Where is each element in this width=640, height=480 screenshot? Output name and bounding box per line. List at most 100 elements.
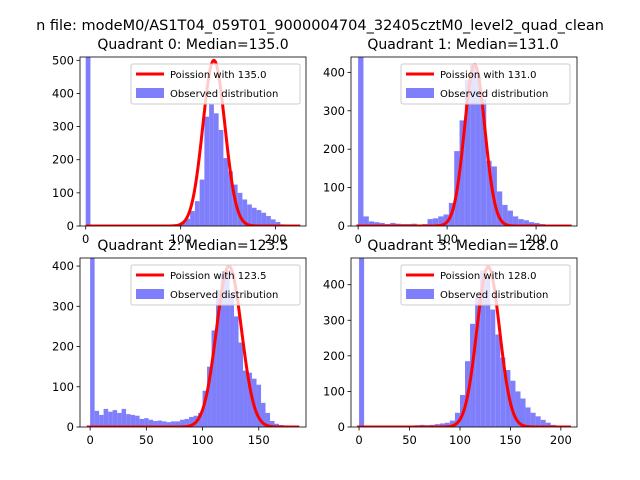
histogram-bar: [379, 222, 385, 226]
histogram-bar: [256, 210, 262, 226]
y-tick-label: 200: [323, 349, 345, 363]
histogram-bar: [225, 270, 230, 427]
histogram-bar: [368, 221, 375, 226]
x-tick-label: 100: [436, 232, 458, 246]
poisson-curve: [85, 58, 301, 226]
y-tick-label: 100: [323, 181, 345, 195]
legend-frame: [400, 63, 571, 105]
y-tick-label: 400: [323, 278, 345, 292]
histogram-bar: [190, 211, 195, 226]
legend: Poission with 131.0 Observed distributio…: [400, 63, 571, 105]
histogram-bar: [204, 116, 210, 226]
histogram-bar: [184, 418, 190, 427]
axes-frame: [350, 56, 578, 227]
histogram-bar: [523, 220, 529, 226]
poisson-curve: [356, 62, 572, 226]
legend-observed-swatch: [136, 88, 164, 98]
histogram-bar: [496, 191, 503, 226]
histogram-bar: [228, 171, 233, 226]
y-tick-label: 0: [67, 420, 74, 434]
histogram-bar: [485, 277, 491, 427]
x-tick-label: 0: [86, 433, 93, 447]
histogram-bar: [502, 204, 508, 226]
histogram-bar: [256, 384, 262, 427]
x-tick-label: 0: [355, 433, 362, 447]
legend-poisson-label: Poission with 128.0: [440, 271, 536, 282]
histogram-bar: [510, 380, 516, 427]
legend: Poission with 135.0 Observed distributio…: [130, 63, 301, 105]
histogram-bar: [126, 414, 131, 427]
histogram-bar: [480, 270, 486, 427]
histogram-bar: [157, 420, 163, 427]
y-tick-label: 500: [52, 53, 74, 67]
histogram-bar: [454, 412, 460, 427]
subplot-quadrant-2: 0 50 100 150 0 100 200 300 400 Quadrant 2: Media…: [52, 238, 307, 447]
subplot-quadrant-1: Quadrant 1: Median=131.0 0 100 200 0 100 200 3…: [323, 37, 578, 246]
histogram-bar: [464, 80, 471, 226]
histogram-bar: [265, 412, 271, 427]
histogram-bar: [189, 416, 194, 427]
poisson-curve: [86, 264, 300, 427]
y-tick-label: 0: [338, 420, 345, 434]
histogram-bar: [427, 219, 433, 226]
plot-area: 0 50 100 150 0 100 200 300 400: [52, 257, 307, 447]
subplot-quadrant-3: 0 50 100 150 200 0 100 200 300 400 Quadrant 3: Me…: [323, 238, 578, 447]
histogram-bar: [223, 158, 229, 226]
histogram-bar: [130, 414, 136, 427]
histogram-bar: [185, 218, 191, 226]
histogram-bar: [525, 407, 531, 427]
histogram-bar: [449, 420, 455, 427]
histogram-bar: [229, 294, 235, 427]
histogram-bar: [507, 210, 513, 226]
subplot-title: Quadrant 3: Median=128.0: [367, 238, 558, 254]
histogram-bar: [216, 290, 221, 427]
histogram-bar: [520, 398, 526, 427]
histogram-bar: [274, 423, 280, 427]
y-tick-label: 400: [323, 65, 345, 79]
histogram-bar: [162, 421, 167, 427]
legend-poisson-label: Poission with 123.5: [170, 271, 266, 282]
y-tick-label: 200: [323, 142, 345, 156]
histogram-bar: [470, 323, 476, 427]
histogram-bar: [528, 222, 535, 226]
histogram-bar: [505, 370, 511, 427]
histogram-bar: [534, 222, 540, 226]
subplot-title: Quadrant 1: Median=131.0: [367, 37, 558, 53]
y-tick-label: 200: [52, 153, 74, 167]
histogram-bar: [175, 421, 181, 427]
histogram-bar: [390, 222, 396, 226]
histogram-bar: [144, 418, 149, 427]
histogram-bar: [99, 414, 104, 427]
histogram-bar: [117, 412, 122, 427]
axes-frame: [79, 56, 307, 227]
plot-area: 0 100 200 0 100 200 300 400: [323, 56, 578, 246]
histogram-bar: [266, 216, 271, 226]
histogram-bar: [220, 274, 226, 427]
histogram-bar: [363, 216, 369, 226]
histogram-bar: [213, 113, 219, 226]
histogram-bar: [545, 422, 551, 427]
histogram-bar: [237, 192, 243, 226]
legend-poisson-label: Poission with 131.0: [440, 70, 536, 81]
legend-observed-label: Observed distribution: [170, 290, 278, 301]
y-tick-label: 300: [323, 104, 345, 118]
x-tick-label: 100: [192, 433, 214, 447]
x-tick-label: 200: [265, 232, 287, 246]
histogram-bar: [135, 415, 140, 427]
x-tick-label: 0: [82, 232, 89, 246]
histogram-bar: [480, 99, 487, 226]
figure-suptitle: n file: modeM0/AS1T04_059T01_9000004704_…: [36, 18, 604, 34]
x-tick-label: 150: [499, 433, 521, 447]
histogram-bar: [85, 57, 91, 226]
histogram-bar: [439, 423, 445, 427]
histogram-bar: [495, 334, 501, 427]
legend: Poission with 123.5 Observed distributio…: [130, 264, 301, 306]
histogram-bar: [475, 297, 481, 427]
histogram-bar: [515, 391, 521, 427]
histogram-bar: [500, 357, 506, 427]
y-tick-label: 0: [67, 219, 74, 233]
histogram-bar: [234, 316, 239, 427]
y-tick-label: 200: [52, 340, 74, 354]
legend-observed-swatch: [406, 289, 434, 299]
